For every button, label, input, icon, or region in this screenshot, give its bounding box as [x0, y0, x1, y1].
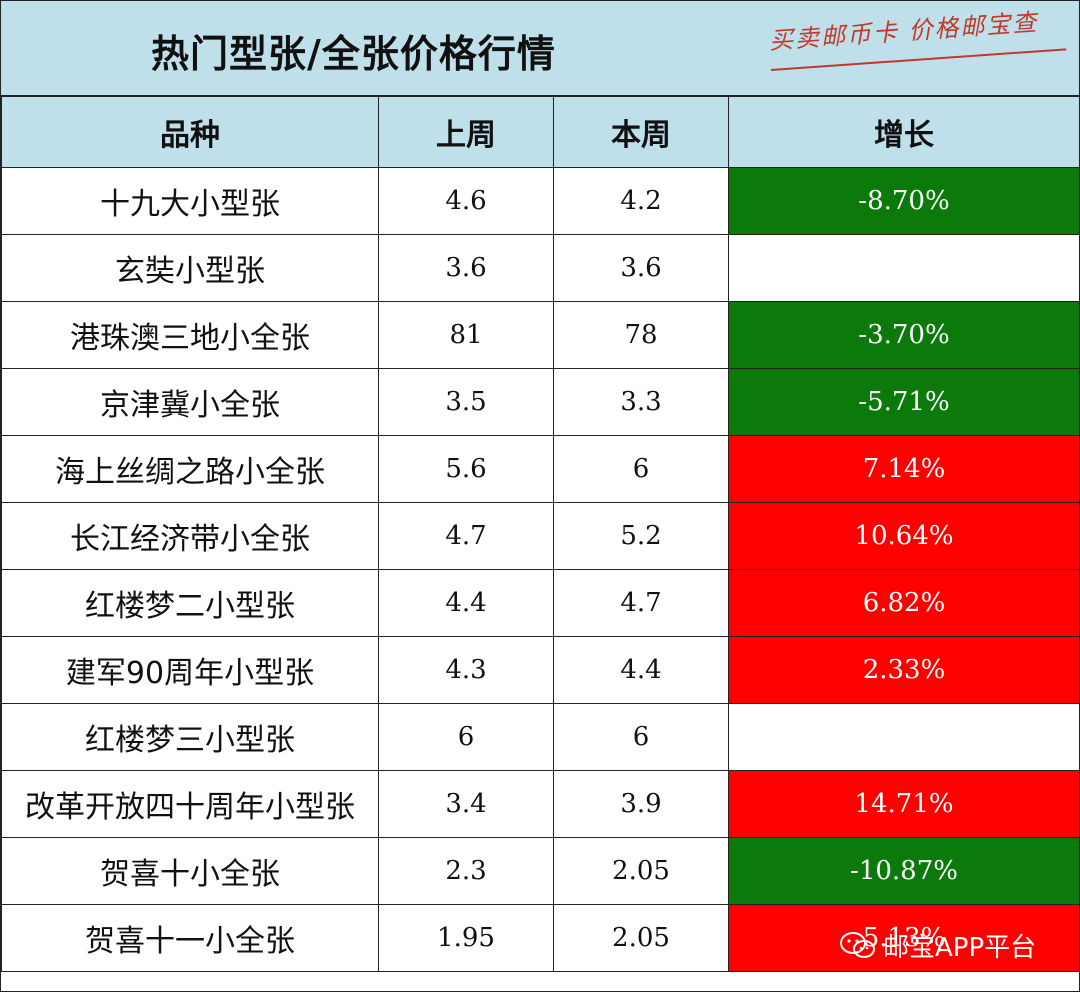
last-week-cell: 3.4 [378, 770, 554, 838]
table-row: 红楼梦三小型张 6 6 [1, 703, 1080, 771]
this-week-cell: 2.05 [553, 904, 729, 972]
last-week-cell: 4.7 [378, 502, 554, 570]
variety-cell: 长江经济带小全张 [1, 502, 379, 570]
this-week-cell: 6 [553, 435, 729, 503]
growth-cell: -3.70% [728, 301, 1080, 369]
last-week-cell: 1.95 [378, 904, 554, 972]
this-week-cell: 3.6 [553, 234, 729, 302]
title-bar: 热门型张/全张价格行情 买卖邮币卡 价格邮宝查 [1, 1, 1079, 96]
column-header-variety: 品种 [1, 96, 379, 168]
column-header-last-week: 上周 [378, 96, 554, 168]
this-week-cell: 4.2 [553, 167, 729, 235]
table-header-row: 品种 上周 本周 增长 [1, 96, 1080, 168]
table-row: 港珠澳三地小全张 81 78 -3.70% [1, 301, 1080, 369]
table-row: 改革开放四十周年小型张 3.4 3.9 14.71% [1, 770, 1080, 838]
watermark-text: 邮宝APP平台 [883, 933, 1037, 963]
last-week-cell: 2.3 [378, 837, 554, 905]
variety-cell: 玄奘小型张 [1, 234, 379, 302]
table-row: 长江经济带小全张 4.7 5.2 10.64% [1, 502, 1080, 570]
table-row: 海上丝绸之路小全张 5.6 6 7.14% [1, 435, 1080, 503]
wechat-icon [840, 931, 875, 958]
variety-cell: 海上丝绸之路小全张 [1, 435, 379, 503]
variety-cell: 建军90周年小型张 [1, 636, 379, 704]
this-week-cell: 4.4 [553, 636, 729, 704]
this-week-cell: 2.05 [553, 837, 729, 905]
this-week-cell: 4.7 [553, 569, 729, 637]
column-header-this-week: 本周 [553, 96, 729, 168]
this-week-cell: 78 [553, 301, 729, 369]
table-row: 京津冀小全张 3.5 3.3 -5.71% [1, 368, 1080, 436]
growth-cell: 2.33% [728, 636, 1080, 704]
price-table: 品种 上周 本周 增长 十九大小型张 4.6 4.2 -8.70% 玄奘小型张 3.6 3.… [1, 96, 1080, 972]
growth-cell: -8.70% [728, 167, 1080, 235]
growth-cell [728, 703, 1080, 771]
last-week-cell: 4.6 [378, 167, 554, 235]
growth-cell: 5.13% [728, 904, 1080, 972]
growth-cell: 10.64% [728, 502, 1080, 570]
page-title: 热门型张/全张价格行情 [151, 32, 556, 76]
this-week-cell: 5.2 [553, 502, 729, 570]
brand-stamp: 买卖邮币卡 价格邮宝查 [768, 8, 1040, 55]
growth-cell: 7.14% [728, 435, 1080, 503]
table-row: 玄奘小型张 3.6 3.6 [1, 234, 1080, 302]
variety-cell: 十九大小型张 [1, 167, 379, 235]
variety-cell: 红楼梦二小型张 [1, 569, 379, 637]
table-row: 十九大小型张 4.6 4.2 -8.70% [1, 167, 1080, 235]
this-week-cell: 3.9 [553, 770, 729, 838]
last-week-cell: 5.6 [378, 435, 554, 503]
last-week-cell: 4.3 [378, 636, 554, 704]
last-week-cell: 81 [378, 301, 554, 369]
watermark: 邮宝APP平台 [839, 927, 1036, 964]
variety-cell: 港珠澳三地小全张 [1, 301, 379, 369]
table-row: 红楼梦二小型张 4.4 4.7 6.82% [1, 569, 1080, 637]
variety-cell: 京津冀小全张 [1, 368, 379, 436]
last-week-cell: 3.6 [378, 234, 554, 302]
variety-cell: 改革开放四十周年小型张 [1, 770, 379, 838]
variety-cell: 贺喜十一小全张 [1, 904, 379, 972]
growth-cell: -5.71% [728, 368, 1080, 436]
column-header-growth: 增长 [728, 96, 1080, 168]
table-row: 贺喜十一小全张 1.95 2.05 5.13% [1, 904, 1080, 972]
variety-cell: 红楼梦三小型张 [1, 703, 379, 771]
last-week-cell: 6 [378, 703, 554, 771]
variety-cell: 贺喜十小全张 [1, 837, 379, 905]
growth-cell: -10.87% [728, 837, 1080, 905]
growth-cell: 14.71% [728, 770, 1080, 838]
table-row: 建军90周年小型张 4.3 4.4 2.33% [1, 636, 1080, 704]
last-week-cell: 4.4 [378, 569, 554, 637]
table-row: 贺喜十小全张 2.3 2.05 -10.87% [1, 837, 1080, 905]
this-week-cell: 6 [553, 703, 729, 771]
this-week-cell: 3.3 [553, 368, 729, 436]
growth-cell [728, 234, 1080, 302]
growth-cell: 6.82% [728, 569, 1080, 637]
last-week-cell: 3.5 [378, 368, 554, 436]
